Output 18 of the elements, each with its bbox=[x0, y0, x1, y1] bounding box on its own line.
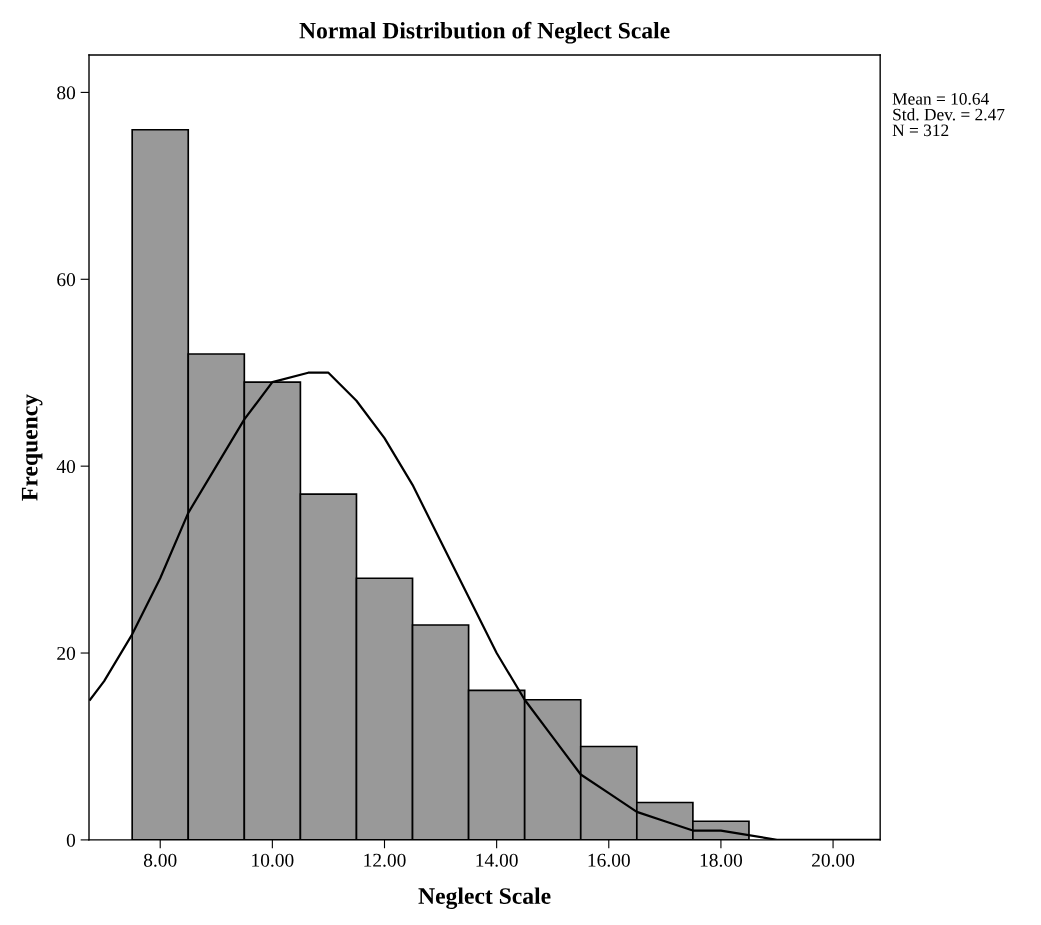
y-tick-label: 20 bbox=[57, 646, 76, 660]
x-tick-label: 18.00 bbox=[700, 853, 743, 867]
x-tick-label: 20.00 bbox=[812, 853, 855, 867]
x-tick-label: 14.00 bbox=[476, 853, 518, 867]
text: Mean = 10.64 bbox=[892, 93, 989, 105]
x-axis-title: Neglect Scale bbox=[418, 887, 551, 909]
y-tick-label: 0 bbox=[66, 833, 76, 847]
x-tick-label: 12.00 bbox=[364, 853, 406, 867]
text: N = 312 bbox=[892, 124, 949, 137]
y-tick-label: 40 bbox=[56, 459, 76, 474]
y-tick-label: 80 bbox=[57, 86, 76, 100]
text: Std. Dev. = 2.47 bbox=[893, 108, 1005, 121]
chart-title: Normal Distribution of Neglect Scale bbox=[299, 21, 670, 44]
x-tick-label: 16.00 bbox=[588, 853, 630, 867]
x-tick-label: 8.00 bbox=[143, 853, 177, 867]
y-tick-label: 60 bbox=[57, 273, 76, 287]
y-axis-title: Frequency bbox=[21, 394, 43, 501]
x-tick-label: 10.00 bbox=[252, 853, 294, 867]
